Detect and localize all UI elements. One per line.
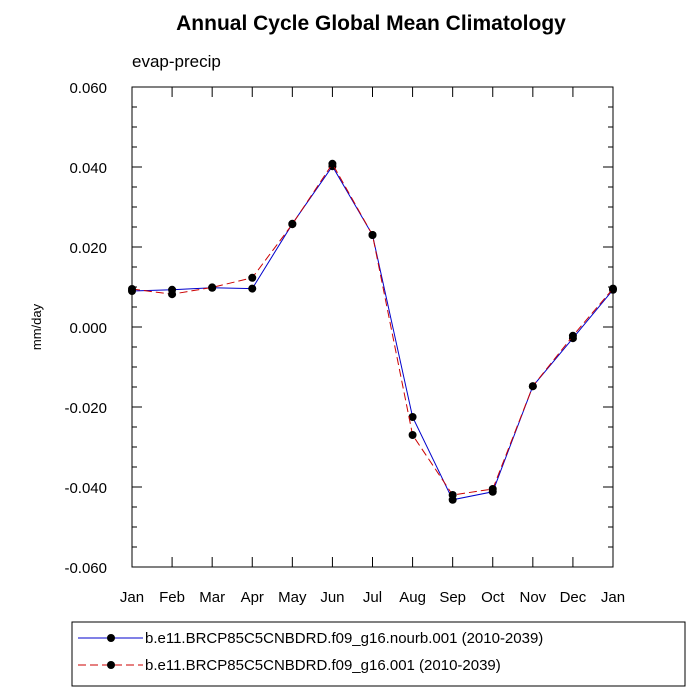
- series-2-point: [288, 220, 297, 229]
- plot-frame: [131, 86, 614, 568]
- x-tick-label: Oct: [481, 589, 505, 606]
- chart-title: Annual Cycle Global Mean Climatology: [176, 12, 566, 35]
- x-tick-label: Mar: [199, 589, 225, 606]
- series-2-point: [128, 285, 136, 293]
- legend-marker-2: [107, 661, 115, 669]
- y-tick-label: 0.040: [69, 160, 107, 177]
- y-tick-label: 0.020: [69, 240, 107, 257]
- x-tick-label: Nov: [519, 589, 546, 606]
- x-tick-label: May: [278, 589, 307, 606]
- axis-ticks: [131, 86, 614, 568]
- series-1-point: [408, 413, 417, 421]
- series-line-1: [131, 165, 614, 501]
- x-tick-label: Jan: [601, 589, 625, 606]
- x-tick-label: Apr: [241, 589, 264, 606]
- series-2-point: [568, 331, 577, 340]
- x-tick-label: Aug: [399, 589, 426, 606]
- series-2-point: [609, 284, 617, 293]
- x-tick-label: Dec: [560, 589, 587, 606]
- x-tick-label: Jan: [120, 589, 144, 606]
- legend-marker-1: [107, 634, 115, 642]
- y-tick-label: -0.020: [64, 400, 107, 417]
- series-2-point: [528, 382, 537, 391]
- legend-label-2: b.e11.BRCP85C5CNBDRD.f09_g16.001 (2010-2…: [145, 657, 501, 674]
- legend: b.e11.BRCP85C5CNBDRD.f09_g16.nourb.001 (…: [71, 621, 686, 687]
- x-tick-label: Feb: [159, 589, 185, 606]
- series-1-point: [248, 284, 257, 293]
- x-tick-label: Sep: [439, 589, 466, 606]
- x-tick-label: Jun: [320, 589, 344, 606]
- legend-label-1: b.e11.BRCP85C5CNBDRD.f09_g16.nourb.001 (…: [145, 630, 543, 647]
- y-axis-label: mm/day: [29, 303, 44, 350]
- y-tick-label: 0.000: [69, 320, 107, 337]
- series-2-point: [248, 273, 257, 282]
- series-2-point: [168, 290, 177, 299]
- series-2-point: [488, 485, 497, 493]
- chart-subtitle: evap-precip: [132, 52, 221, 71]
- y-tick-labels: 0.060 0.040 0.020 0.000 -0.020 -0.040 -0.060: [64, 80, 107, 577]
- legend-items: b.e11.BRCP85C5CNBDRD.f09_g16.nourb.001 (…: [78, 630, 543, 674]
- series-2-point: [448, 491, 457, 499]
- series-2-point: [368, 231, 377, 239]
- y-tick-label: -0.040: [64, 480, 107, 497]
- series-line-2: [131, 162, 614, 496]
- legend-box: [71, 621, 686, 687]
- x-tick-labels: Jan Feb Mar Apr May Jun Jul Aug Sep Oct Nov Dec Jan: [120, 589, 625, 606]
- series-layer: [128, 159, 617, 504]
- series-2-point: [408, 431, 417, 439]
- series-2-point: [328, 159, 337, 168]
- y-tick-label: 0.060: [69, 80, 107, 97]
- x-tick-label: Jul: [363, 589, 382, 606]
- y-tick-label: -0.060: [64, 560, 107, 577]
- series-2-point: [208, 283, 217, 292]
